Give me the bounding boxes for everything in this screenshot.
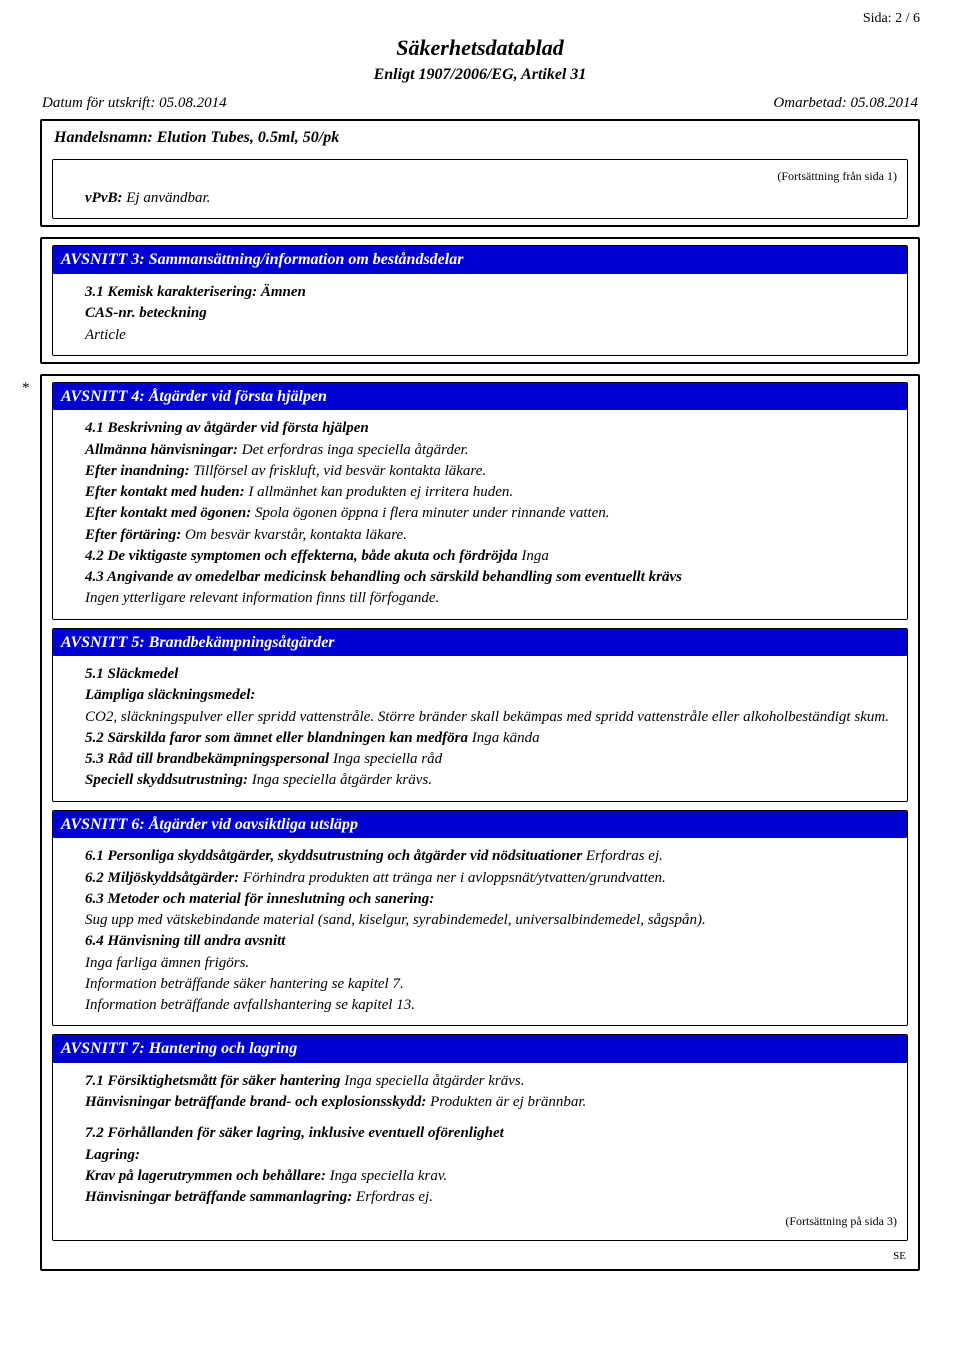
s7-l2a: Hänvisningar beträffande brand- och expl…: [85, 1094, 426, 1110]
product-name: Handelsnamn: Elution Tubes, 0.5ml, 50/pk: [52, 127, 908, 149]
s3-line3: Article: [63, 325, 897, 345]
s4-l9: Ingen ytterligare relevant information f…: [63, 588, 897, 608]
page-number: Sida: 2 / 6: [40, 10, 920, 29]
revision-date-label: Omarbetad:: [773, 95, 846, 111]
s4-l7: 4.2 De viktigaste symptomen och effekter…: [63, 546, 897, 566]
s6-l2b: Förhindra produkten att tränga ner i avl…: [243, 870, 666, 886]
s6-l2: 6.2 Miljöskyddsåtgärder: Förhindra produ…: [63, 868, 897, 888]
header-frame: Handelsnamn: Elution Tubes, 0.5ml, 50/pk…: [40, 119, 920, 227]
s7-l2b: Produkten är ej brännbar.: [430, 1094, 586, 1110]
section-5-block: AVSNITT 5: Brandbekämpningsåtgärder 5.1 …: [52, 628, 908, 802]
s4-l3a: Efter inandning:: [85, 463, 190, 479]
s7-l1a: 7.1 Försiktighetsmått för säker hanterin…: [85, 1073, 340, 1089]
s3-line2: CAS-nr. beteckning: [63, 303, 897, 323]
s6-l1: 6.1 Personliga skyddsåtgärder, skyddsutr…: [63, 846, 897, 866]
change-star: *: [22, 378, 30, 398]
s4-l4b: I allmänhet kan produkten ej irritera hu…: [248, 484, 513, 500]
s5-l5a: 5.3 Råd till brandbekämpningspersonal: [85, 751, 329, 767]
section-3-frame: AVSNITT 3: Sammansättning/information om…: [40, 237, 920, 363]
s7-l5b: Inga speciella krav.: [330, 1168, 448, 1184]
section-3-header: AVSNITT 3: Sammansättning/information om…: [53, 246, 907, 274]
s6-l1a: 6.1 Personliga skyddsåtgärder, skyddsutr…: [85, 848, 582, 864]
section-7-header: AVSNITT 7: Hantering och lagring: [53, 1035, 907, 1063]
s7-l6b: Erfordras ej.: [356, 1189, 433, 1205]
s6-l1b: Erfordras ej.: [586, 848, 663, 864]
s6-l8: Information beträffande avfallshantering…: [63, 995, 897, 1015]
s7-l2: Hänvisningar beträffande brand- och expl…: [63, 1092, 897, 1112]
continuation-next: (Fortsättning på sida 3): [63, 1213, 897, 1229]
s4-l6: Efter förtäring: Om besvär kvarstår, kon…: [63, 525, 897, 545]
section-6-block: AVSNITT 6: Åtgärder vid oavsiktliga utsl…: [52, 810, 908, 1027]
revision-date-value: 05.08.2014: [851, 95, 919, 111]
s7-l1b: Inga speciella åtgärder krävs.: [344, 1073, 524, 1089]
s4-l2a: Allmänna hänvisningar:: [85, 442, 238, 458]
s7-l6: Hänvisningar beträffande sammanlagring: …: [63, 1187, 897, 1207]
s4-l7a: 4.2 De viktigaste symptomen och effekter…: [85, 548, 518, 564]
s7-l5: Krav på lagerutrymmen och behållare: Ing…: [63, 1166, 897, 1186]
document-title: Säkerhetsdatablad: [40, 33, 920, 63]
document-heading: Säkerhetsdatablad Enligt 1907/2006/EG, A…: [40, 33, 920, 85]
s7-l5a: Krav på lagerutrymmen och behållare:: [85, 1168, 326, 1184]
s5-l2: Lämpliga släckningsmedel:: [63, 685, 897, 705]
vpvb-line: vPvB: Ej användbar.: [63, 188, 897, 208]
s4-l3b: Tillförsel av friskluft, vid besvär kont…: [193, 463, 486, 479]
s5-l6a: Speciell skyddsutrustning:: [85, 772, 248, 788]
s6-l5: 6.4 Hänvisning till andra avsnitt: [63, 931, 897, 951]
s7-l3: 7.2 Förhållanden för säker lagring, inkl…: [63, 1123, 897, 1143]
revision-date: Omarbetad: 05.08.2014: [773, 93, 918, 113]
s6-l4: Sug upp med vätskebindande material (san…: [63, 910, 897, 930]
s4-l8: 4.3 Angivande av omedelbar medicinsk beh…: [63, 567, 897, 587]
section-4-block: AVSNITT 4: Åtgärder vid första hjälpen 4…: [52, 382, 908, 620]
s5-l5b: Inga speciella råd: [333, 751, 442, 767]
section-5-header: AVSNITT 5: Brandbekämpningsåtgärder: [53, 629, 907, 657]
section-3-block: AVSNITT 3: Sammansättning/information om…: [52, 245, 908, 355]
section-6-header: AVSNITT 6: Åtgärder vid oavsiktliga utsl…: [53, 811, 907, 839]
s5-l4a: 5.2 Särskilda faror som ämnet eller blan…: [85, 730, 468, 746]
s4-l5b: Spola ögonen öppna i flera minuter under…: [255, 505, 610, 521]
document-subtitle: Enligt 1907/2006/EG, Artikel 31: [40, 64, 920, 86]
s4-l7b: Inga: [521, 548, 549, 564]
s6-l2a: 6.2 Miljöskyddsåtgärder:: [85, 870, 239, 886]
continuation-from: (Fortsättning från sida 1): [63, 168, 897, 184]
s6-l3: 6.3 Metoder och material för inneslutnin…: [63, 889, 897, 909]
s4-l4: Efter kontakt med huden: I allmänhet kan…: [63, 482, 897, 502]
print-date-value: 05.08.2014: [159, 95, 227, 111]
s3-line1: 3.1 Kemisk karakterisering: Ämnen: [63, 282, 897, 302]
s5-l6: Speciell skyddsutrustning: Inga speciell…: [63, 770, 897, 790]
s4-l6a: Efter förtäring:: [85, 527, 181, 543]
locale-code: SE: [52, 1249, 908, 1264]
s7-l6a: Hänvisningar beträffande sammanlagring:: [85, 1189, 352, 1205]
product-value: Elution Tubes, 0.5ml, 50/pk: [157, 129, 340, 146]
continuation-block: (Fortsättning från sida 1) vPvB: Ej anvä…: [52, 159, 908, 219]
s4-l4a: Efter kontakt med huden:: [85, 484, 245, 500]
s6-l7: Information beträffande säker hantering …: [63, 974, 897, 994]
s4-l2: Allmänna hänvisningar: Det erfordras ing…: [63, 440, 897, 460]
vpvb-value: Ej användbar.: [126, 190, 210, 206]
s4-l5: Efter kontakt med ögonen: Spola ögonen ö…: [63, 503, 897, 523]
s5-l6b: Inga speciella åtgärder krävs.: [252, 772, 432, 788]
print-date: Datum för utskrift: 05.08.2014: [42, 93, 227, 113]
main-frame: * AVSNITT 4: Åtgärder vid första hjälpen…: [40, 374, 920, 1272]
s5-l1: 5.1 Släckmedel: [63, 664, 897, 684]
s4-l2b: Det erfordras inga speciella åtgärder.: [242, 442, 469, 458]
s6-l6: Inga farliga ämnen frigörs.: [63, 953, 897, 973]
s5-l3: CO2, släckningspulver eller spridd vatte…: [63, 707, 897, 727]
s5-l4b: Inga kända: [472, 730, 540, 746]
s4-l1: 4.1 Beskrivning av åtgärder vid första h…: [63, 418, 897, 438]
section-7-block: AVSNITT 7: Hantering och lagring 7.1 För…: [52, 1034, 908, 1240]
s7-l1: 7.1 Försiktighetsmått för säker hanterin…: [63, 1071, 897, 1091]
s7-l4: Lagring:: [63, 1145, 897, 1165]
print-date-label: Datum för utskrift:: [42, 95, 155, 111]
s4-l6b: Om besvär kvarstår, kontakta läkare.: [185, 527, 407, 543]
vpvb-label: vPvB:: [85, 190, 122, 206]
s5-l5: 5.3 Råd till brandbekämpningspersonal In…: [63, 749, 897, 769]
date-row: Datum för utskrift: 05.08.2014 Omarbetad…: [40, 93, 920, 113]
s4-l3: Efter inandning: Tillförsel av friskluft…: [63, 461, 897, 481]
s4-l5a: Efter kontakt med ögonen:: [85, 505, 251, 521]
s5-l4: 5.2 Särskilda faror som ämnet eller blan…: [63, 728, 897, 748]
section-4-header: AVSNITT 4: Åtgärder vid första hjälpen: [53, 383, 907, 411]
product-label: Handelsnamn:: [54, 129, 153, 146]
